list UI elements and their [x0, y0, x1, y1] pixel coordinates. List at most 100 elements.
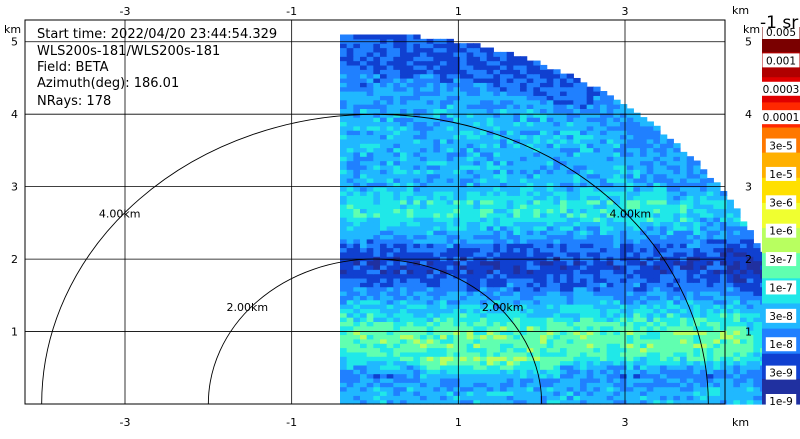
heatmap-cell [566, 343, 574, 349]
heatmap-cell [406, 321, 414, 327]
heatmap-cell [380, 377, 388, 383]
heatmap-cell [426, 151, 434, 157]
heatmap-cell [586, 190, 594, 196]
heatmap-cell [380, 164, 388, 170]
heatmap-cell [686, 356, 694, 362]
heatmap-cell [720, 364, 728, 370]
heatmap-cell [393, 69, 401, 75]
heatmap-cell [340, 86, 348, 92]
heatmap-cell [660, 277, 668, 283]
heatmap-cell [440, 369, 448, 375]
heatmap-cell [646, 138, 654, 144]
heatmap-cell [573, 112, 581, 118]
heatmap-cell [506, 125, 514, 131]
heatmap-cell [420, 390, 428, 396]
heatmap-cell [440, 308, 448, 314]
heatmap-cell [613, 395, 621, 401]
heatmap-cell [446, 134, 454, 140]
heatmap-cell [546, 273, 554, 279]
heatmap-cell [633, 347, 641, 353]
x-tick-label-top: 1 [455, 5, 462, 18]
heatmap-cell [626, 204, 634, 209]
heatmap-cell [686, 230, 694, 236]
heatmap-cell [366, 221, 374, 227]
heatmap-cell [533, 86, 541, 92]
heatmap-cell [613, 317, 621, 323]
heatmap-cell [493, 112, 501, 118]
heatmap-cell [700, 377, 708, 383]
heatmap-cell [380, 77, 388, 83]
heatmap-cell [646, 217, 654, 223]
heatmap-cell [393, 373, 401, 379]
heatmap-cell [473, 160, 481, 166]
heatmap-cell [406, 382, 414, 388]
heatmap-cell [346, 369, 354, 375]
heatmap-cell [546, 69, 554, 75]
heatmap-cell [666, 399, 674, 405]
heatmap-cell [713, 217, 721, 223]
heatmap-cell [513, 169, 521, 175]
heatmap-cell [520, 234, 528, 240]
heatmap-cell [373, 399, 381, 405]
heatmap-cell [380, 190, 388, 196]
x-tick-label-bottom: 1 [455, 416, 462, 429]
heatmap-cell [553, 77, 561, 83]
heatmap-cell [606, 343, 614, 349]
heatmap-cell [560, 269, 568, 275]
heatmap-cell [360, 273, 368, 279]
heatmap-cell [453, 304, 461, 309]
heatmap-cell [480, 51, 488, 57]
heatmap-cell [413, 308, 421, 314]
heatmap-cell [600, 164, 608, 170]
heatmap-cell [633, 295, 641, 301]
heatmap-cell [480, 64, 488, 70]
heatmap-cell [653, 321, 661, 327]
heatmap-cell [740, 295, 748, 301]
heatmap-cell [620, 125, 628, 131]
heatmap-cell [633, 173, 641, 179]
heatmap-cell [586, 264, 594, 270]
heatmap-cell [406, 160, 414, 166]
heatmap-cell [646, 190, 654, 196]
info-box: Start time: 2022/04/20 23:44:54.329 WLS2… [37, 27, 277, 109]
heatmap-cell [413, 225, 421, 231]
heatmap-cell [646, 230, 654, 236]
heatmap-cell [500, 295, 508, 301]
heatmap-cell [446, 169, 454, 175]
heatmap-cell [573, 312, 581, 318]
heatmap-cell [413, 243, 421, 249]
heatmap-cell [406, 399, 414, 405]
heatmap-cell [480, 86, 488, 92]
heatmap-cell [746, 273, 754, 279]
heatmap-cell [460, 364, 468, 370]
heatmap-cell [620, 177, 628, 183]
heatmap-cell [420, 195, 428, 201]
heatmap-cell [673, 382, 681, 388]
heatmap-cell [673, 264, 681, 270]
heatmap-cell [400, 60, 408, 66]
heatmap-cell [420, 373, 428, 379]
heatmap-cell [753, 308, 761, 314]
heatmap-cell [573, 173, 581, 179]
heatmap-cell [580, 395, 588, 401]
heatmap-cell [433, 286, 441, 292]
heatmap-cell [526, 125, 534, 131]
heatmap-cell [726, 299, 734, 305]
heatmap-cell [446, 51, 454, 57]
heatmap-cell [580, 282, 588, 288]
heatmap-cell [506, 321, 514, 327]
heatmap-cell [533, 69, 541, 75]
heatmap-cell [406, 147, 414, 153]
heatmap-cell [560, 208, 568, 214]
heatmap-cell [566, 160, 574, 166]
heatmap-cell [460, 260, 468, 266]
heatmap-cell [520, 208, 528, 214]
heatmap-cell [380, 330, 388, 336]
heatmap-cell [460, 160, 468, 166]
heatmap-cell [733, 234, 741, 240]
heatmap-cell [420, 91, 428, 96]
heatmap-cell [666, 195, 674, 201]
heatmap-cell [546, 351, 554, 357]
heatmap-cell [686, 343, 694, 349]
heatmap-cell [660, 395, 668, 401]
